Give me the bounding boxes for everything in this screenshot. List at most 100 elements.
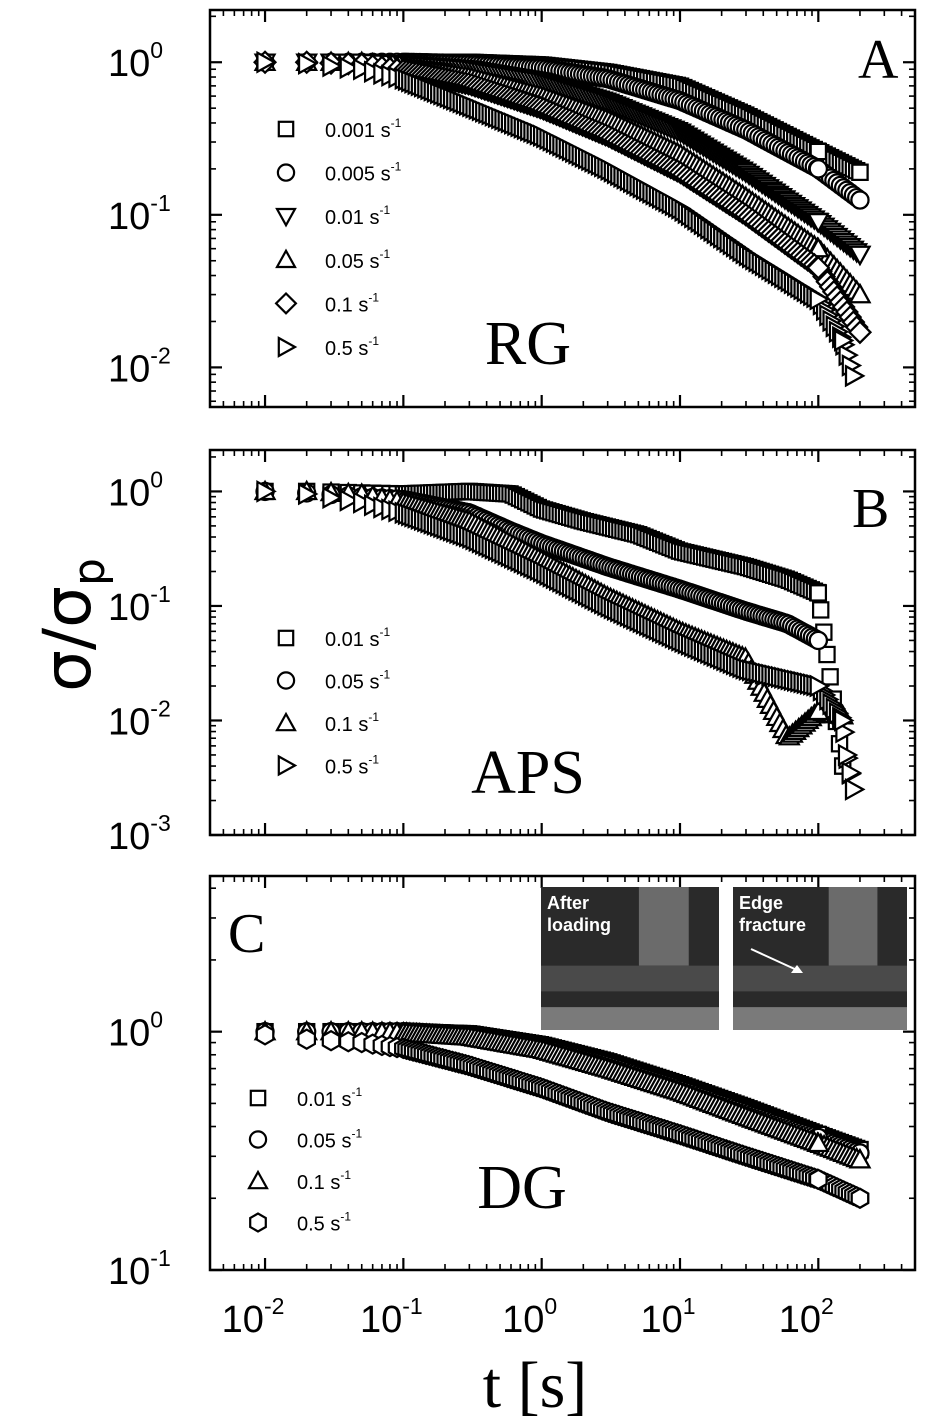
y-ticks <box>210 456 915 837</box>
y-tick-label-exponent: -2 <box>150 695 170 721</box>
y-tick-label: 10-2 <box>108 342 171 390</box>
data-markers <box>253 50 872 388</box>
y-tick-label-base: 10 <box>108 348 150 390</box>
panel-letter: A <box>858 29 899 91</box>
legend-label: 0.5 s-1 <box>325 753 379 779</box>
legend-label-exponent: -1 <box>368 290 379 304</box>
data-point <box>821 668 839 686</box>
inset-photo-cylinder <box>828 887 878 966</box>
legend-label: 0.01 s-1 <box>297 1085 362 1111</box>
legend-label-text: 0.1 s <box>325 714 368 736</box>
data-point <box>353 57 374 81</box>
data-point <box>808 159 828 179</box>
panel-c: 10-2 10-1 100 101 10210010-1AfterloadingEdge… <box>108 874 917 1341</box>
legend-marker <box>277 629 295 647</box>
data-markers <box>253 479 866 801</box>
y-tick-label-base: 10 <box>108 472 150 514</box>
data-point <box>321 1029 341 1052</box>
inset-photo-label: Edge <box>739 893 783 913</box>
inset-photo-label: fracture <box>739 915 806 935</box>
data-point <box>851 163 869 181</box>
data-point <box>322 54 343 78</box>
legend-marker <box>276 671 296 690</box>
inset-photo-label: After <box>547 893 589 913</box>
legend-label-exponent: -1 <box>379 625 390 639</box>
y-tick-label-exponent: 0 <box>150 37 163 63</box>
data-point <box>833 709 855 732</box>
legend-marker <box>274 291 298 315</box>
legend-label: 0.1 s-1 <box>325 710 379 736</box>
data-point <box>809 287 831 311</box>
legend-label-text: 0.01 s <box>325 207 379 229</box>
data-point <box>339 56 361 80</box>
y-ticks <box>210 15 915 403</box>
legend-marker <box>277 336 298 358</box>
legend-label: 0.5 s-1 <box>325 334 379 360</box>
series-triangle-right <box>256 480 866 801</box>
data-point <box>297 482 319 506</box>
x-tick-label-base: 10 <box>779 1299 821 1341</box>
x-tick-label: 101 <box>640 1293 695 1341</box>
x-tick-label-base: 10 <box>502 1299 544 1341</box>
inset-photo-cylinder <box>638 887 689 966</box>
legend-label-exponent: -1 <box>391 160 402 174</box>
data-point <box>844 778 866 801</box>
series-triangle-right <box>256 50 866 388</box>
legend-label-exponent: -1 <box>351 1127 362 1141</box>
y-tick-label-exponent: 0 <box>150 1007 163 1033</box>
legend-label: 0.05 s-1 <box>325 247 390 273</box>
legend-label: 0.001 s-1 <box>325 116 402 142</box>
y-axis-title-symbol: σ/σ <box>29 586 106 692</box>
data-point <box>833 329 855 352</box>
y-tick-label-base: 10 <box>108 196 150 238</box>
legend-label-exponent: -1 <box>368 334 379 348</box>
legend-label-text: 0.01 s <box>297 1089 351 1111</box>
data-point <box>809 584 828 602</box>
x-tick-label: 10-1 <box>360 1293 423 1341</box>
inset-arrow-head <box>791 965 803 973</box>
data-point <box>808 630 828 651</box>
legend-label-exponent: -1 <box>379 247 390 261</box>
material-label: DG <box>477 1154 567 1222</box>
y-tick-label-base: 10 <box>108 816 150 858</box>
data-point <box>850 190 870 210</box>
legend-label-text: 0.01 s <box>325 629 379 651</box>
y-tick-label: 100 <box>108 37 163 85</box>
plot-frame <box>208 874 917 1272</box>
legend-label-exponent: -1 <box>368 710 379 724</box>
y-tick-label-exponent: 0 <box>150 466 163 492</box>
x-tick-label-exponent: 0 <box>544 1293 557 1319</box>
legend-label-text: 0.5 s <box>325 338 368 360</box>
data-point <box>297 1028 317 1050</box>
y-tick-label: 10-1 <box>108 190 171 238</box>
legend-marker <box>275 711 297 732</box>
y-tick-label-base: 10 <box>108 43 150 85</box>
x-tick-label-exponent: -2 <box>264 1293 284 1319</box>
data-markers <box>253 1019 872 1210</box>
y-tick-label-base: 10 <box>108 1013 150 1055</box>
x-tick-label-exponent: 2 <box>821 1293 834 1319</box>
legend-label-exponent: -1 <box>351 1085 362 1099</box>
legend-label-exponent: -1 <box>340 1168 351 1182</box>
legend-marker <box>249 1212 267 1233</box>
y-tick-label-exponent: -1 <box>150 190 170 216</box>
legend-label: 0.05 s-1 <box>297 1127 362 1153</box>
x-tick-label-exponent: 1 <box>683 1293 696 1319</box>
x-tick-label: 100 <box>502 1293 557 1341</box>
legend-label-text: 0.005 s <box>325 164 391 186</box>
data-point <box>322 486 343 510</box>
panel-letter: C <box>228 903 265 965</box>
data-point <box>806 255 831 280</box>
data-point <box>806 1131 830 1153</box>
data-point <box>255 1024 275 1046</box>
data-point <box>809 674 831 698</box>
inset-photo-background <box>541 887 719 1030</box>
legend-label: 0.5 s-1 <box>297 1210 351 1236</box>
legend-label-text: 0.5 s <box>297 1214 340 1236</box>
data-point <box>353 491 374 514</box>
x-tick-label: 102 <box>779 1293 834 1341</box>
legend-label-exponent: -1 <box>368 753 379 767</box>
legend-label: 0.005 s-1 <box>325 160 402 186</box>
